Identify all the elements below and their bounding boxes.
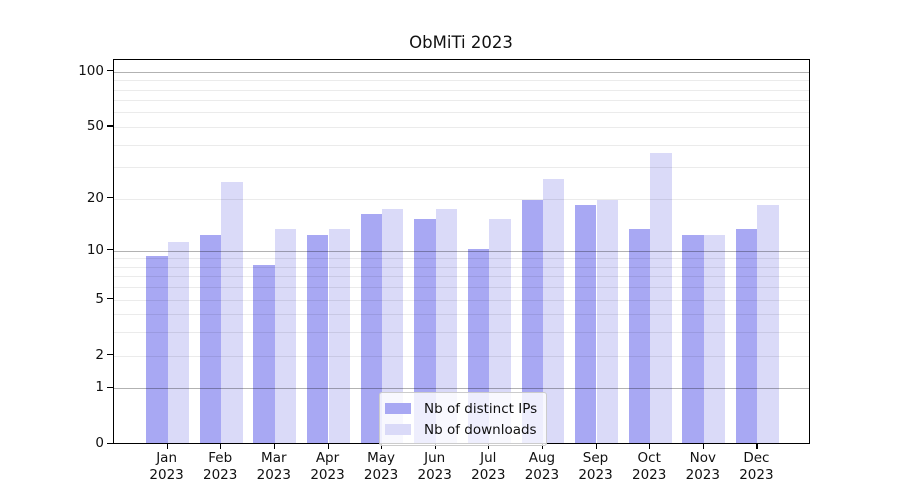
y-axis-tick-mark	[107, 249, 113, 251]
y-axis-tick-mark	[107, 298, 113, 300]
plot-area	[113, 59, 810, 444]
bar-downloads	[167, 241, 189, 443]
x-axis-label: Mar 2023	[256, 450, 291, 483]
x-axis-tick-mark	[166, 444, 168, 449]
x-axis-label: Apr 2023	[310, 450, 345, 483]
y-axis-tick-label: 50	[86, 117, 104, 134]
y-axis-tick-label: 10	[86, 241, 104, 258]
x-axis-tick-mark	[220, 444, 222, 449]
bar-downloads	[650, 153, 672, 443]
x-axis-tick-mark	[434, 444, 436, 449]
x-axis-label: Jun 2023	[417, 450, 452, 483]
bar-distinct-ips	[146, 256, 168, 443]
legend-item-downloads: Nb of downloads	[385, 419, 537, 440]
y-axis-tick-label: 2	[95, 346, 104, 363]
x-axis-tick-mark	[595, 444, 597, 449]
x-axis-label: Jan 2023	[149, 450, 184, 483]
bar-downloads	[596, 200, 618, 443]
y-axis-tick-label: 5	[95, 290, 104, 307]
bar-distinct-ips	[521, 200, 543, 443]
bar-distinct-ips	[307, 235, 329, 443]
bar-downloads	[757, 204, 779, 443]
bar-downloads	[328, 229, 350, 443]
x-axis-tick-mark	[649, 444, 651, 449]
bar-distinct-ips	[414, 218, 436, 443]
y-axis-tick-label: 100	[78, 62, 104, 79]
y-axis-tick-mark	[107, 70, 113, 72]
y-axis-tick-mark	[107, 386, 113, 388]
x-axis-label: Nov 2023	[685, 450, 720, 483]
y-axis-tick-mark	[107, 442, 113, 444]
y-axis-tick-label: 0	[95, 435, 104, 452]
x-axis-label: Sep 2023	[578, 450, 613, 483]
legend-item-distinct-ips: Nb of distinct IPs	[385, 398, 537, 419]
bar-distinct-ips	[360, 213, 383, 443]
y-axis-tick-label: 1	[95, 379, 104, 396]
bar-downloads	[382, 208, 404, 443]
x-axis-tick-mark	[381, 444, 383, 449]
chart-title: ObMiTi 2023	[409, 33, 513, 52]
bar-distinct-ips	[575, 204, 597, 443]
x-axis-label: Feb 2023	[203, 450, 238, 483]
x-axis-tick-mark	[327, 444, 329, 449]
legend: Nb of distinct IPs Nb of downloads	[379, 392, 548, 446]
legend-swatch-distinct-ips	[385, 403, 411, 414]
bar-distinct-ips	[253, 264, 275, 443]
x-axis-label: Oct 2023	[632, 450, 667, 483]
bar-downloads	[542, 179, 565, 443]
x-axis-tick-mark	[702, 444, 704, 449]
y-axis-tick-label: 20	[86, 189, 104, 206]
x-axis-label: Jul 2023	[471, 450, 506, 483]
bar-downloads	[435, 208, 458, 443]
x-axis-tick-mark	[273, 444, 275, 449]
legend-swatch-downloads	[385, 424, 411, 435]
bar-distinct-ips	[736, 229, 758, 443]
bars-layer	[114, 60, 809, 443]
bar-distinct-ips	[199, 235, 222, 443]
y-axis-tick-mark	[107, 197, 113, 199]
x-axis-label: May 2023	[363, 450, 399, 483]
bar-downloads	[274, 229, 297, 443]
y-axis-tick-mark	[107, 125, 113, 127]
bar-downloads	[221, 182, 243, 443]
x-axis-tick-mark	[488, 444, 490, 449]
legend-label-downloads: Nb of downloads	[424, 421, 537, 438]
bar-downloads	[489, 218, 511, 443]
bar-distinct-ips	[628, 229, 651, 443]
x-axis-label: Dec 2023	[739, 450, 774, 483]
y-axis-tick-mark	[107, 354, 113, 356]
x-axis-tick-mark	[756, 444, 758, 449]
x-axis-tick-mark	[541, 444, 544, 449]
bar-downloads	[703, 235, 726, 443]
x-axis-label: Aug 2023	[524, 450, 560, 483]
bar-distinct-ips	[682, 235, 704, 443]
legend-label-distinct-ips: Nb of distinct IPs	[424, 400, 538, 417]
